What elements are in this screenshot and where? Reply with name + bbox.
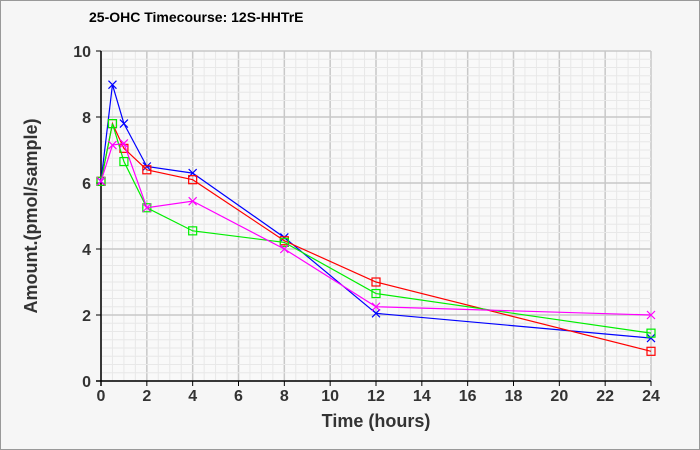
data-point-red	[371, 277, 381, 287]
x-tick-label: 10	[321, 388, 339, 405]
data-point-green	[107, 118, 118, 129]
x-tick-label: 18	[505, 388, 523, 405]
data-point-blue	[646, 333, 656, 343]
x-tick-label: 6	[234, 388, 243, 405]
x-tick-label: 12	[367, 388, 385, 405]
data-point-green	[646, 328, 656, 338]
data-point-green	[188, 226, 198, 236]
y-tick-label: 4	[82, 242, 91, 259]
data-point-green	[371, 288, 381, 299]
data-point-magenta	[371, 302, 381, 312]
x-tick-label: 4	[188, 388, 197, 405]
data-point-green	[96, 176, 106, 186]
x-tick-label: 8	[280, 388, 289, 405]
y-tick-label: 0	[82, 374, 91, 391]
x-tick-label: 20	[550, 388, 568, 405]
data-point-red	[646, 346, 656, 356]
data-point-red	[142, 165, 152, 175]
y-tick-label: 6	[82, 176, 91, 193]
data-point-magenta	[108, 140, 117, 150]
y-tick-label: 8	[82, 110, 91, 127]
series-line-magenta	[100, 142, 652, 316]
data-point-blue	[371, 308, 381, 318]
data-point-red	[188, 175, 198, 185]
data-point-magenta	[646, 310, 656, 320]
x-tick-label: 14	[413, 388, 431, 405]
data-point-green	[279, 237, 289, 247]
data-point-magenta	[142, 203, 152, 213]
chart-title: 25-OHC Timecourse: 12S-HHTrE	[89, 9, 304, 25]
data-point-blue	[119, 119, 129, 129]
x-tick-label: 22	[596, 388, 614, 405]
data-point-magenta	[119, 138, 129, 148]
x-tick-label: 24	[642, 388, 660, 405]
data-point-magenta	[279, 244, 289, 254]
data-point-blue	[279, 233, 289, 242]
series-line-green	[100, 123, 652, 334]
y-tick-label: 10	[73, 44, 91, 61]
x-tick-label: 2	[142, 388, 151, 405]
x-axis-label: Time (hours)	[322, 411, 431, 431]
data-point-green	[119, 156, 129, 167]
data-point-magenta	[96, 176, 106, 186]
y-tick-label: 2	[82, 308, 91, 325]
y-axis-label: Amount.(pmol/sample)	[21, 118, 41, 313]
x-tick-label: 0	[97, 388, 106, 405]
series-line-blue	[100, 84, 652, 339]
data-point-blue	[108, 80, 117, 90]
x-tick-label: 16	[459, 388, 477, 405]
data-point-blue	[142, 162, 152, 171]
data-point-magenta	[188, 196, 198, 206]
